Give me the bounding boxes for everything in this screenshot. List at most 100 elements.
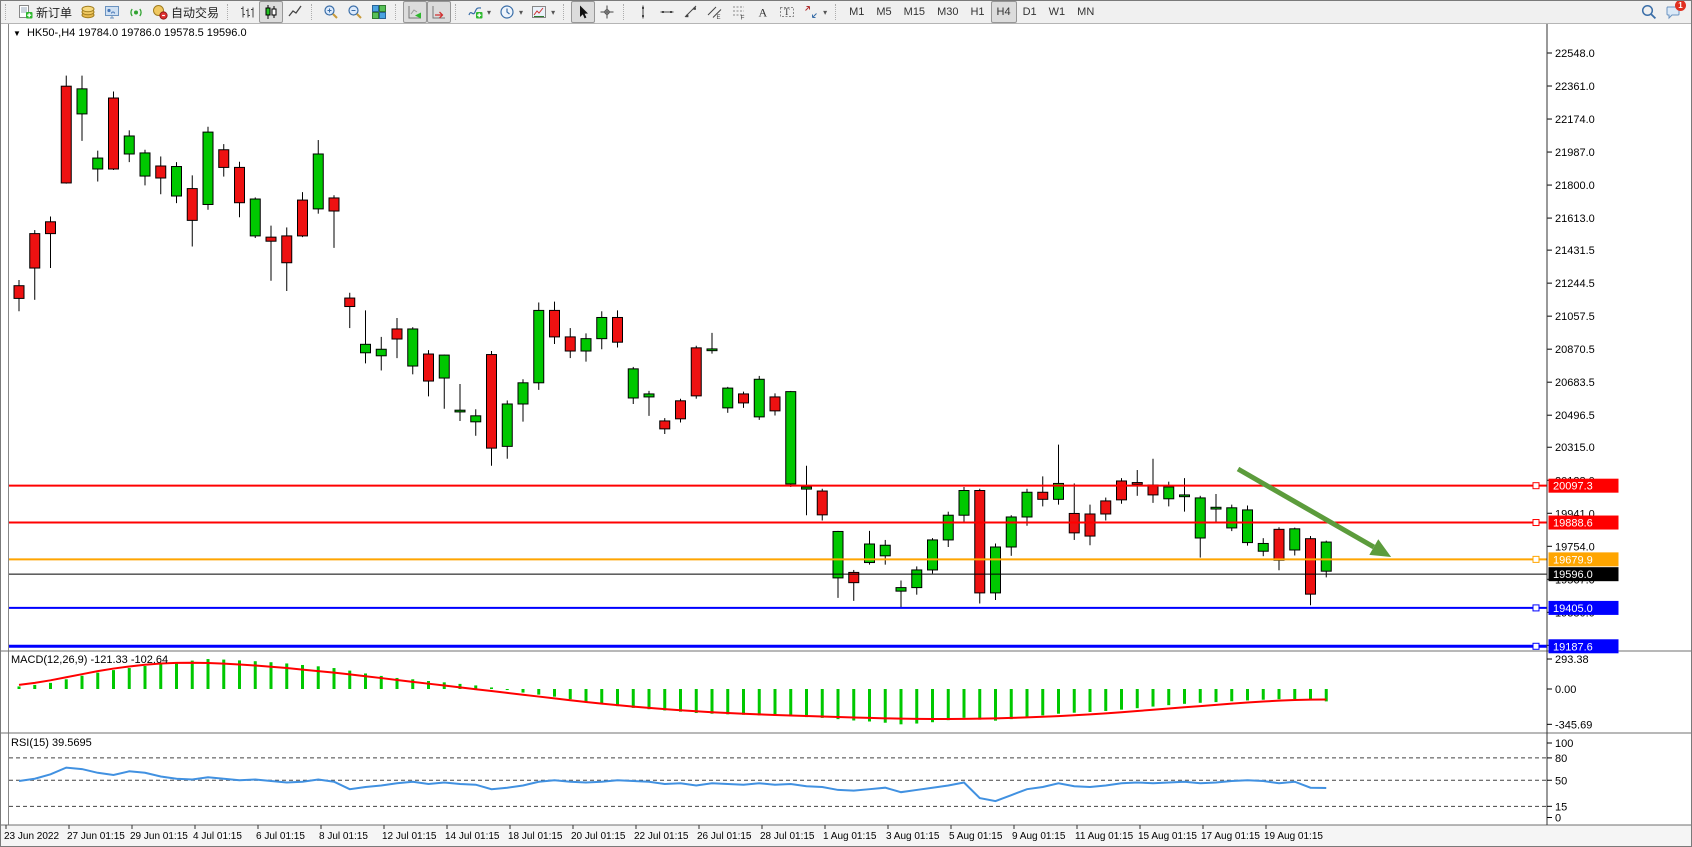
dropdown-arrow-icon[interactable]: ▾	[551, 7, 556, 17]
hline-handle[interactable]	[1532, 642, 1540, 650]
price-tick-label: 21431.5	[1555, 245, 1595, 257]
macd-histogram-bar	[1183, 689, 1186, 704]
periods-icon	[500, 5, 514, 19]
candle	[423, 353, 434, 382]
tf-m1[interactable]: M1	[843, 1, 870, 23]
candle	[155, 165, 167, 179]
dropdown-arrow-icon[interactable]: ▾	[519, 7, 524, 17]
candle	[942, 514, 954, 541]
tf-h4[interactable]: H4	[990, 1, 1017, 23]
dropdown-arrow-icon[interactable]: ▾	[823, 7, 828, 17]
macd-label: MACD(12,26,9) -121.33 -102.64	[11, 654, 169, 666]
deposit-button[interactable]	[76, 1, 100, 23]
candle	[391, 328, 403, 340]
time-tick-label: 15 Aug 01:15	[1138, 831, 1197, 842]
tf-m15[interactable]: M15	[898, 1, 931, 23]
search-button[interactable]	[1637, 1, 1661, 23]
time-tick-label: 28 Jul 01:15	[760, 831, 815, 842]
tf-h1[interactable]: H1	[964, 1, 990, 23]
tf-w1[interactable]: W1	[1043, 1, 1072, 23]
vertical-line-button[interactable]	[631, 1, 655, 23]
hline-handle[interactable]	[1532, 519, 1540, 527]
chart-shift-button[interactable]	[427, 1, 452, 23]
trend-arrow-head[interactable]	[1369, 539, 1392, 557]
symbol-menu-icon[interactable]: ▼	[13, 29, 21, 38]
rsi-tick-label: 50	[1555, 775, 1567, 787]
rsi-tick-label: 80	[1555, 753, 1567, 765]
candle	[1226, 507, 1238, 529]
tile-windows-button[interactable]	[367, 1, 391, 23]
horizontal-line-button[interactable]	[655, 1, 679, 23]
rsi-tick-label: 0	[1555, 813, 1561, 825]
trendline-button[interactable]	[679, 1, 703, 23]
macd-histogram-bar	[127, 668, 131, 689]
macd-histogram-bar	[159, 663, 163, 689]
signal-button[interactable]	[124, 1, 148, 23]
tf-m30[interactable]: M30	[931, 1, 964, 23]
auto-scroll-button[interactable]	[403, 1, 428, 23]
time-tick-label: 12 Jul 01:15	[382, 831, 437, 842]
arrows-tool-button[interactable]: ▾	[799, 1, 831, 23]
autotrade-button[interactable]: 自动交易	[148, 1, 223, 23]
crosshair-button[interactable]	[595, 1, 619, 23]
price-tick-label: 20870.5	[1555, 344, 1595, 356]
tf-m5[interactable]: M5	[870, 1, 897, 23]
chart-profile-button[interactable]	[100, 1, 124, 23]
candle	[1242, 509, 1253, 544]
price-tick-label: 21987.0	[1555, 147, 1595, 159]
time-tick-label: 9 Aug 01:15	[1012, 831, 1066, 842]
fibonacci-button[interactable]: F	[727, 1, 751, 23]
community-button[interactable]: 1	[1661, 1, 1686, 23]
price-badge	[1548, 515, 1619, 530]
macd-histogram-bar	[553, 689, 556, 697]
macd-histogram-bar	[238, 660, 241, 689]
tf-mn[interactable]: MN	[1071, 1, 1100, 23]
chart-shift-icon	[432, 6, 446, 19]
text-label-button[interactable]: T	[775, 1, 799, 23]
text-button[interactable]: A	[751, 1, 775, 23]
macd-histogram-bar	[568, 689, 572, 700]
hline-handle[interactable]	[1532, 604, 1540, 612]
hline-handle[interactable]	[1532, 555, 1540, 563]
zoom-in-button[interactable]	[319, 1, 343, 23]
notification-badge: 1	[1675, 1, 1686, 11]
candlestick-chart-button[interactable]	[259, 1, 284, 23]
macd-histogram-bar	[742, 689, 745, 715]
periods-button[interactable]: ▾	[495, 1, 527, 23]
new-order-button[interactable]: 新订单	[13, 1, 76, 23]
macd-histogram-bar	[1088, 689, 1092, 712]
macd-histogram-bar	[285, 663, 289, 689]
line-chart-button[interactable]	[283, 1, 307, 23]
toolbar-separator	[311, 4, 316, 20]
zoom-out-button[interactable]	[343, 1, 367, 23]
candle	[1100, 500, 1112, 515]
macd-histogram-bar	[1041, 689, 1045, 716]
price-badge	[1548, 552, 1619, 567]
cursor-button[interactable]	[571, 1, 596, 23]
trend-arrow-line[interactable]	[1236, 466, 1376, 550]
macd-histogram-bar	[1120, 689, 1123, 710]
indicators-button[interactable]: ▾	[463, 1, 495, 23]
time-tick-label: 11 Aug 01:15	[1075, 831, 1134, 842]
candle	[1273, 528, 1285, 561]
templates-button[interactable]: ▾	[527, 1, 559, 23]
hline-handle[interactable]	[1532, 482, 1540, 490]
candle	[1037, 491, 1049, 500]
macd-histogram-bar	[332, 668, 336, 689]
autotrade-icon	[153, 5, 168, 20]
candle	[643, 393, 655, 398]
macd-histogram-bar	[1293, 689, 1297, 700]
tf-d1[interactable]: D1	[1017, 1, 1043, 23]
dropdown-arrow-icon[interactable]: ▾	[487, 7, 492, 17]
candle	[1005, 516, 1017, 548]
tf-w1-label: W1	[1048, 6, 1066, 18]
price-badge	[1548, 600, 1619, 615]
candle	[785, 391, 797, 485]
equidistant-channel-button[interactable]: E	[703, 1, 727, 23]
bar-chart-button[interactable]	[235, 1, 259, 23]
macd-histogram-bar	[978, 689, 982, 720]
candle	[1194, 497, 1206, 539]
price-badge-label: 19596.0	[1553, 569, 1593, 581]
candle	[375, 348, 387, 357]
